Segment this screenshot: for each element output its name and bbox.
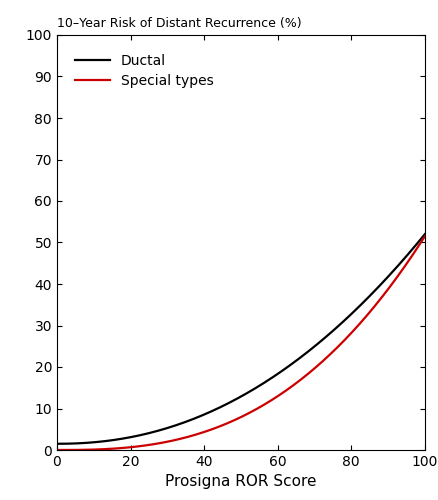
Ductal <box>273 372 279 378</box>
Ductal <box>229 398 234 404</box>
Line: Ductal: Ductal <box>57 234 425 444</box>
Special types <box>229 418 234 424</box>
Legend: Ductal, Special types: Ductal, Special types <box>75 54 213 88</box>
Special types <box>356 322 361 328</box>
Line: Special types: Special types <box>57 236 425 450</box>
Special types <box>54 447 60 453</box>
Ductal <box>231 398 237 404</box>
Special types <box>254 406 259 412</box>
Text: 10–Year Risk of Distant Recurrence (%): 10–Year Risk of Distant Recurrence (%) <box>57 18 302 30</box>
Special types <box>231 418 237 424</box>
Special types <box>422 234 427 239</box>
Ductal <box>356 304 361 310</box>
Special types <box>413 247 419 253</box>
Ductal <box>422 231 427 237</box>
Special types <box>273 394 279 400</box>
Ductal <box>413 242 419 248</box>
Ductal <box>254 385 259 391</box>
Ductal <box>54 441 60 447</box>
X-axis label: Prosigna ROR Score: Prosigna ROR Score <box>165 474 317 490</box>
